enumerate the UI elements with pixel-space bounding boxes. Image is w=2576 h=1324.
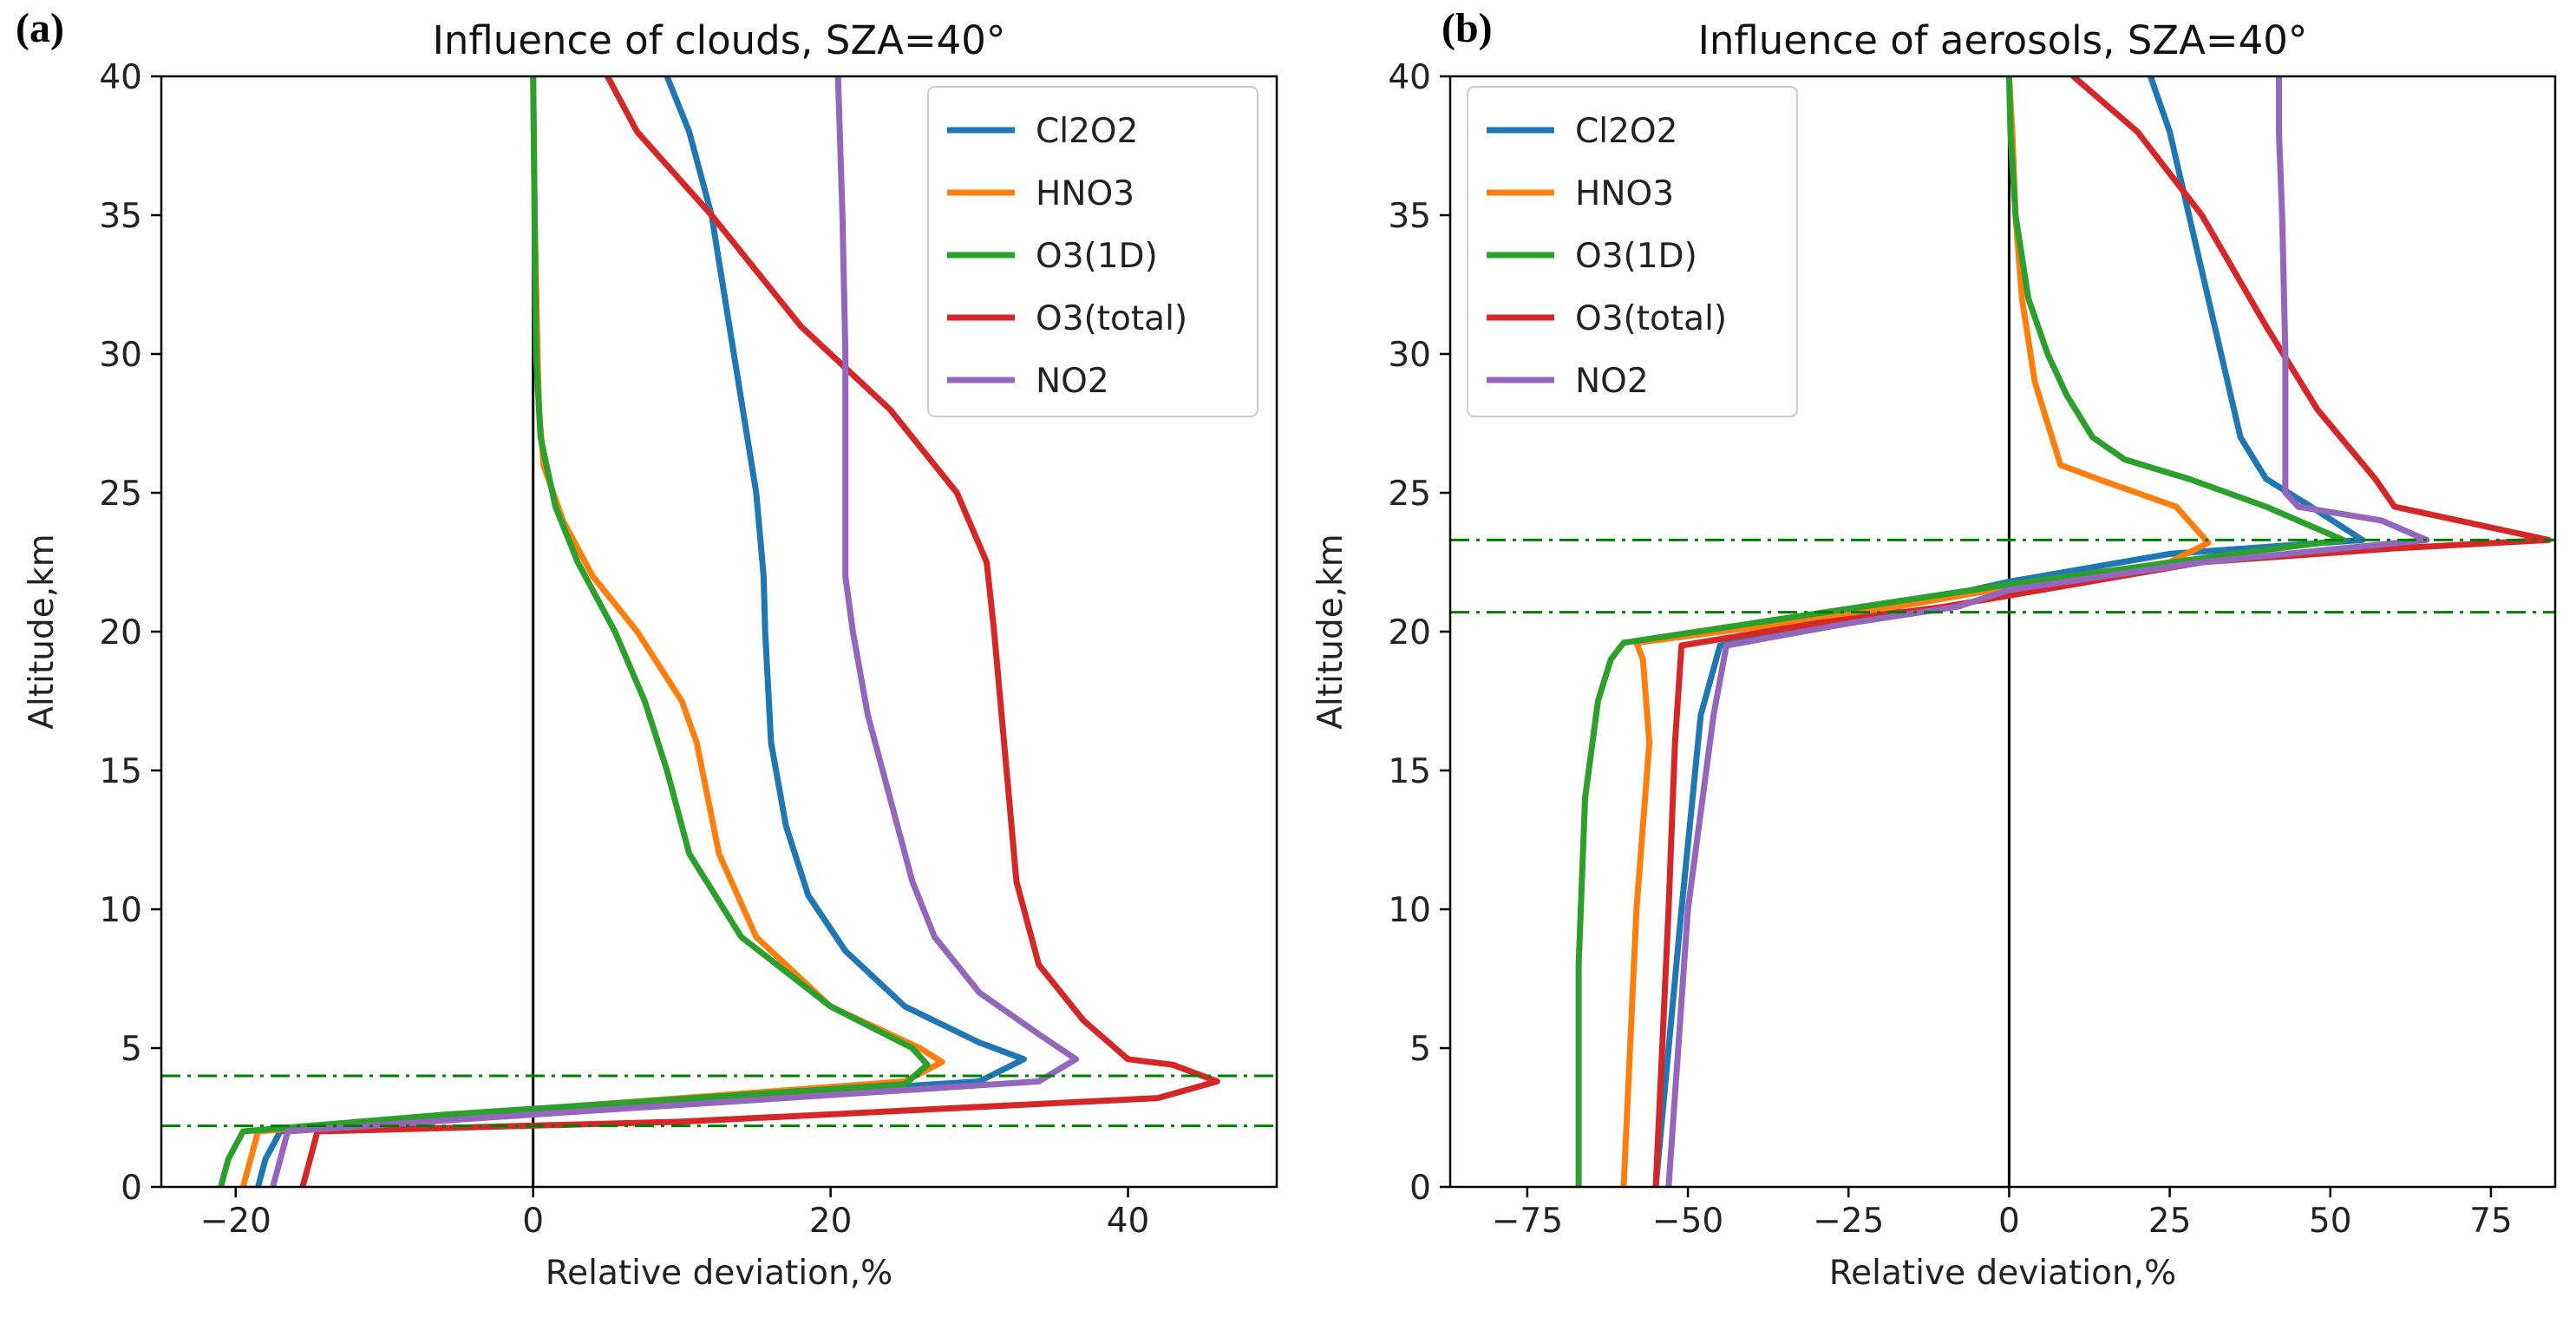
x-tick-label: 0 [522,1202,544,1241]
y-tick-label: 10 [99,891,142,930]
series-line-no2 [1665,76,2430,1187]
y-tick-label: 30 [1388,336,1431,375]
y-tick-label: 5 [121,1030,142,1069]
x-tick-label: 20 [809,1202,853,1241]
series-line-o3-1d- [218,76,931,1187]
y-tick-label: 40 [1388,58,1431,97]
legend-entry: HNO3 [1036,174,1134,213]
series-line-no2 [270,76,1079,1187]
y-tick-label: 20 [99,613,142,652]
y-axis-label: Altitude,km [1311,534,1350,729]
y-tick-label: 0 [1409,1169,1431,1208]
y-tick-label: 25 [1388,475,1431,514]
legend-entry: O3(total) [1575,299,1727,338]
series-line-o3-total- [299,76,1220,1187]
x-tick-label: 40 [1107,1202,1150,1241]
panel-label: (b) [1442,5,1493,51]
chart-title: Influence of clouds, SZA=40° [433,17,1006,63]
legend-entry: Cl2O2 [1575,112,1677,151]
series-line-o3-total- [1652,76,2553,1187]
x-tick-label: −20 [200,1202,271,1241]
x-tick-label: −50 [1652,1202,1723,1241]
y-tick-label: 25 [99,475,142,514]
x-tick-label: 0 [1998,1202,2020,1241]
plot-area [1450,76,2555,1187]
y-tick-label: 0 [121,1169,142,1208]
legend-entry: O3(1D) [1036,237,1158,276]
legend-entry: O3(total) [1036,299,1187,338]
series-line-hno3 [1620,76,2212,1187]
y-tick-label: 40 [99,58,142,97]
y-tick-label: 15 [1388,752,1431,791]
x-tick-label: 25 [2148,1202,2192,1241]
series-line-hno3 [239,76,945,1187]
legend-box [1467,86,1798,417]
legend: Cl2O2 HNO3 O3(1D) O3(total) NO2 [927,86,1259,417]
plot-area [161,76,1277,1187]
legend: Cl2O2 HNO3 O3(1D) O3(total) NO2 [1467,86,1798,417]
x-axis-label: Relative deviation,% [546,1254,892,1293]
legend-entry: NO2 [1036,362,1109,401]
legend-entry: O3(1D) [1575,237,1697,276]
legend-entry: NO2 [1575,362,1649,401]
chart-panel-b: (b) Influence of aerosols, SZA=40° −75 −50 −… [1311,5,2557,1293]
y-tick-label: 35 [1388,197,1431,236]
series-line-cl2o2 [255,76,1027,1187]
chart-title: Influence of aerosols, SZA=40° [1698,17,2308,63]
legend-entry: Cl2O2 [1036,112,1138,151]
x-tick-label: 50 [2309,1202,2352,1241]
chart-panel-a: (a) Influence of clouds, SZA=40° −20 0 20 40 0… [16,5,1278,1293]
x-axis-label: Relative deviation,% [1829,1254,2176,1293]
x-tick-label: −25 [1813,1202,1884,1241]
x-tick-label: 75 [2469,1202,2513,1241]
y-tick-label: 5 [1409,1030,1431,1069]
legend-entry: HNO3 [1575,174,1674,213]
y-tick-label: 20 [1388,613,1431,652]
panel-label: (a) [16,5,64,51]
y-axis-label: Altitude,km [23,534,62,729]
y-tick-label: 15 [99,752,142,791]
y-tick-label: 30 [99,336,142,375]
legend-box [927,86,1259,417]
y-tick-label: 10 [1388,891,1431,930]
y-tick-label: 35 [99,197,142,236]
x-tick-label: −75 [1492,1202,1563,1241]
